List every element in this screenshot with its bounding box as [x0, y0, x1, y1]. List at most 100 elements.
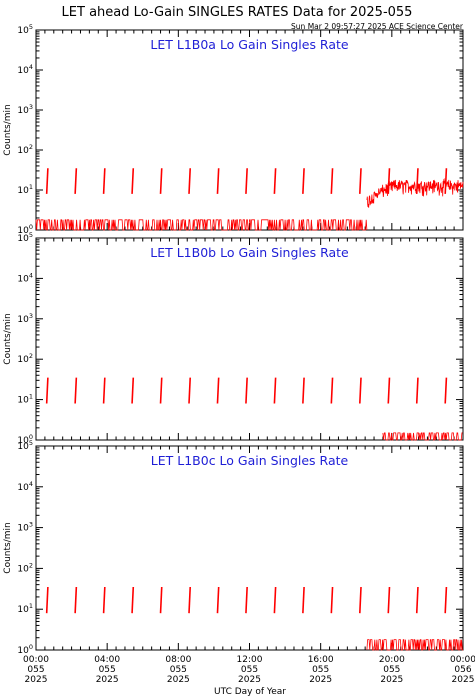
y-tick-label: 105: [17, 439, 33, 452]
spike-mark: [45, 377, 49, 404]
spike-mark: [245, 377, 248, 404]
spike-mark: [415, 586, 419, 614]
spike-mark: [74, 586, 78, 614]
panel-3: 100 101 102 103 104 105 Counts/min LET L1B0c Lo…: [3, 439, 464, 656]
y-tick-label: 103: [17, 103, 33, 116]
x-tick-label: 16:00: [308, 655, 334, 665]
panels-group: 100 101 102 103 104 105 Counts/min LET L1B0a Lo…: [3, 23, 475, 685]
spike-mark: [102, 377, 106, 404]
spike-mark: [387, 586, 391, 614]
y-tick-label: 104: [17, 271, 33, 284]
background-trace: [382, 432, 463, 441]
panel-title: LET L1B0a Lo Gain Singles Rate: [150, 37, 349, 52]
x-tick-label: 00:00: [23, 655, 49, 665]
spike-mark: [74, 168, 78, 194]
spike-mark: [359, 586, 362, 614]
x-tick-label: 2025: [96, 675, 119, 685]
spike-mark: [159, 377, 163, 404]
x-tick-labels: 00:00055202504:00055202508:00055202512:0…: [23, 655, 475, 685]
spike-mark: [359, 168, 362, 194]
x-axis-ticks: [35, 238, 464, 440]
spike-mark: [102, 168, 106, 194]
timestamp: Sun Mar 2 09:57:27 2025 ACE Science Cent…: [291, 22, 464, 31]
spike-mark: [330, 168, 334, 194]
background-trace: [366, 639, 463, 651]
spike-mark: [330, 377, 334, 404]
background-trace: [35, 219, 368, 231]
spike-mark: [159, 586, 163, 614]
spike-mark: [216, 377, 220, 404]
spike-mark: [216, 586, 220, 614]
x-tick-label: 055: [241, 665, 258, 675]
x-tick-label: 12:00: [237, 655, 263, 665]
x-tick-label: 2025: [452, 675, 475, 685]
y-axis-ticks: 100 101 102 103 104 105: [17, 231, 463, 446]
y-axis-ticks: 100 101 102 103 104 105: [17, 439, 463, 656]
y-tick-label: 102: [17, 143, 33, 156]
x-axis-ticks: [35, 446, 464, 650]
spike-mark: [188, 586, 192, 614]
y-tick-label: 100: [17, 223, 33, 236]
x-tick-label: 2025: [309, 675, 332, 685]
x-tick-label: 04:00: [94, 655, 120, 665]
spike-mark: [273, 168, 277, 194]
y-tick-label: 100: [17, 433, 33, 446]
x-tick-label: 056: [454, 665, 471, 675]
x-tick-label: 055: [99, 665, 116, 675]
x-tick-label: 00:00: [450, 655, 475, 665]
y-tick-label: 101: [17, 393, 33, 406]
x-axis-ticks: [35, 30, 464, 230]
x-tick-label: 2025: [167, 675, 190, 685]
spike-mark: [359, 377, 362, 404]
spike-mark: [45, 168, 49, 194]
spike-mark: [131, 586, 135, 614]
spike-mark: [188, 168, 192, 194]
x-axis-label: UTC Day of Year: [214, 687, 286, 697]
y-axis-label: Counts/min: [3, 104, 13, 155]
spike-mark: [415, 168, 419, 194]
spike-mark: [159, 168, 163, 194]
x-tick-label: 055: [383, 665, 400, 675]
x-tick-label: 2025: [238, 675, 261, 685]
spike-mark: [444, 377, 448, 404]
data-series: [35, 168, 464, 231]
spike-mark: [131, 377, 135, 404]
spike-mark: [131, 168, 135, 194]
spike-mark: [102, 586, 106, 614]
y-tick-label: 100: [17, 643, 33, 656]
panel-frame: [35, 445, 464, 651]
spike-mark: [330, 586, 334, 614]
spike-mark: [216, 168, 220, 194]
figure-title: LET ahead Lo-Gain SINGLES RATES Data for…: [62, 5, 413, 20]
y-tick-label: 101: [17, 183, 33, 196]
x-tick-label: 055: [27, 665, 44, 675]
x-tick-label: 2025: [25, 675, 48, 685]
active-trace: [366, 177, 464, 208]
x-tick-label: 08:00: [165, 655, 191, 665]
spike-mark: [188, 377, 192, 404]
x-tick-label: 20:00: [379, 655, 405, 665]
spike-mark: [444, 586, 448, 614]
spike-mark: [245, 586, 248, 614]
spike-mark: [444, 168, 448, 194]
data-series: [45, 377, 463, 441]
spike-mark: [245, 168, 248, 194]
y-tick-label: 105: [17, 23, 33, 36]
y-tick-label: 102: [17, 352, 33, 365]
spike-mark: [45, 586, 49, 614]
y-axis-label: Counts/min: [3, 522, 13, 573]
y-axis-ticks: 100 101 102 103 104 105: [17, 23, 463, 236]
panel-1: 100 101 102 103 104 105 Counts/min LET L1B0a Lo…: [3, 23, 464, 236]
y-axis-label: Counts/min: [3, 313, 13, 364]
y-tick-label: 104: [17, 63, 33, 76]
panel-frame: [35, 29, 464, 231]
y-tick-label: 105: [17, 231, 33, 244]
spike-mark: [387, 168, 391, 194]
x-tick-label: 2025: [380, 675, 403, 685]
spike-mark: [273, 586, 277, 614]
x-tick-label: 055: [170, 665, 187, 675]
spike-mark: [302, 586, 305, 614]
data-series: [45, 586, 463, 651]
spike-mark: [302, 168, 305, 194]
